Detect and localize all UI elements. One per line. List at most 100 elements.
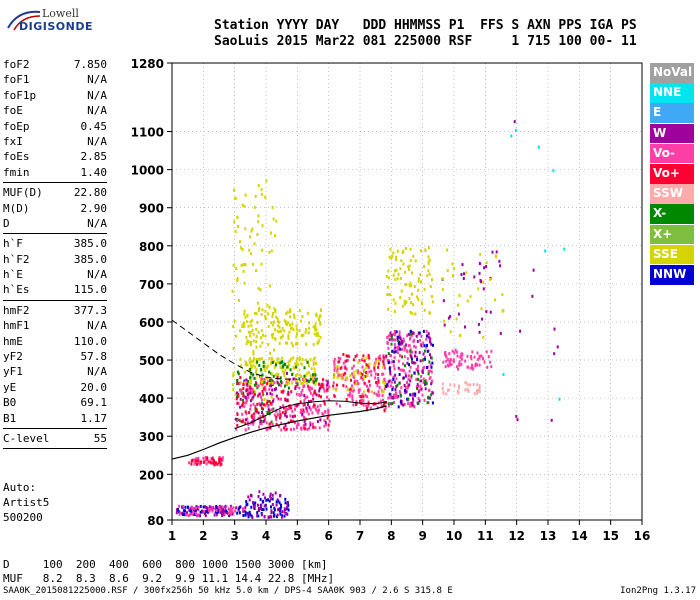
distance-row: D 100 200 400 600 800 1000 1500 3000 [km…: [3, 558, 328, 571]
echo-point: [280, 428, 283, 432]
echo-point: [270, 384, 273, 388]
echo-point: [403, 300, 406, 304]
echo-point: [261, 357, 263, 361]
echo-point: [406, 386, 409, 390]
echo-point: [377, 377, 380, 380]
param-name: foEs: [3, 150, 30, 164]
echo-point: [266, 428, 269, 432]
echo-point: [309, 374, 312, 378]
echo-point: [456, 354, 459, 358]
echo-point: [336, 383, 338, 387]
echo-point: [366, 364, 369, 368]
echo-point: [422, 358, 425, 362]
echo-point: [466, 383, 469, 387]
param-value: N/A: [87, 104, 107, 118]
echo-point: [236, 419, 238, 423]
echo-point: [407, 383, 410, 387]
echo-point: [416, 387, 419, 390]
echo-point: [251, 319, 254, 323]
echo-point: [255, 385, 258, 388]
echo-point: [480, 307, 483, 311]
echo-point: [281, 327, 284, 330]
echo-point: [405, 300, 408, 304]
echo-point: [361, 358, 364, 362]
echo-point: [476, 351, 479, 355]
echo-point: [489, 310, 492, 314]
echo-point: [442, 299, 445, 303]
echo-point: [239, 405, 242, 409]
echo-point: [313, 332, 316, 336]
echo-point: [338, 404, 341, 408]
echo-point: [413, 371, 416, 375]
param-value: 110.0: [73, 334, 107, 348]
echo-point: [390, 335, 393, 339]
echo-point: [384, 384, 386, 388]
echo-point: [411, 403, 414, 407]
echo-point: [301, 410, 304, 414]
param-value: 377.3: [73, 303, 107, 317]
echo-point: [393, 380, 396, 384]
echo-point: [355, 381, 358, 385]
echo-point: [270, 509, 273, 513]
param-value: 22.80: [73, 186, 107, 200]
echo-point: [257, 214, 260, 218]
echo-point: [267, 498, 269, 502]
echo-point: [383, 366, 386, 370]
echo-point: [390, 380, 393, 384]
echo-point: [441, 387, 444, 390]
echo-point: [309, 408, 312, 412]
echo-point: [357, 388, 360, 392]
echo-point: [335, 365, 338, 369]
echo-point: [299, 379, 302, 383]
echo-point: [416, 295, 419, 299]
echo-point: [333, 366, 336, 370]
echo-point: [383, 387, 386, 391]
echo-point: [395, 255, 398, 259]
echo-point: [243, 379, 246, 383]
echo-point: [272, 511, 275, 515]
echo-point: [295, 426, 298, 430]
echo-point: [499, 264, 502, 268]
echo-point: [409, 404, 412, 408]
echo-point: [373, 391, 376, 395]
echo-point: [204, 458, 207, 462]
echo-point: [407, 377, 410, 381]
echo-point: [402, 249, 405, 253]
echo-point: [349, 391, 352, 395]
echo-point: [306, 403, 309, 407]
param-row: D N/A: [3, 216, 107, 231]
echo-point: [387, 402, 390, 406]
echo-point: [428, 360, 431, 364]
echo-point: [441, 288, 444, 292]
echo-point: [273, 348, 275, 352]
echo-point: [427, 261, 430, 265]
echo-point: [277, 324, 280, 328]
echo-point: [286, 323, 289, 327]
echo-points: [175, 120, 566, 519]
echo-point: [395, 377, 398, 381]
echo-point: [388, 367, 391, 371]
echo-point: [253, 205, 256, 209]
echo-point: [287, 386, 290, 390]
echo-point: [360, 376, 363, 380]
echo-point: [396, 346, 399, 349]
echo-point: [490, 365, 493, 369]
param-name: hmF2: [3, 303, 30, 317]
echo-point: [410, 357, 413, 361]
echo-point: [294, 421, 296, 425]
echo-point: [265, 421, 268, 425]
echo-point: [182, 505, 185, 508]
echo-point: [252, 402, 255, 406]
echo-point: [481, 317, 484, 321]
echo-point: [391, 349, 394, 353]
param-name: hmF1: [3, 319, 30, 333]
echo-point: [486, 365, 489, 369]
echo-point: [218, 458, 221, 461]
echo-point: [544, 249, 547, 253]
param-value: 55: [93, 431, 107, 445]
echo-point: [293, 366, 295, 370]
echo-point: [315, 328, 318, 332]
echo-point: [242, 418, 245, 422]
echo-point: [410, 292, 413, 296]
echo-point: [326, 388, 329, 392]
